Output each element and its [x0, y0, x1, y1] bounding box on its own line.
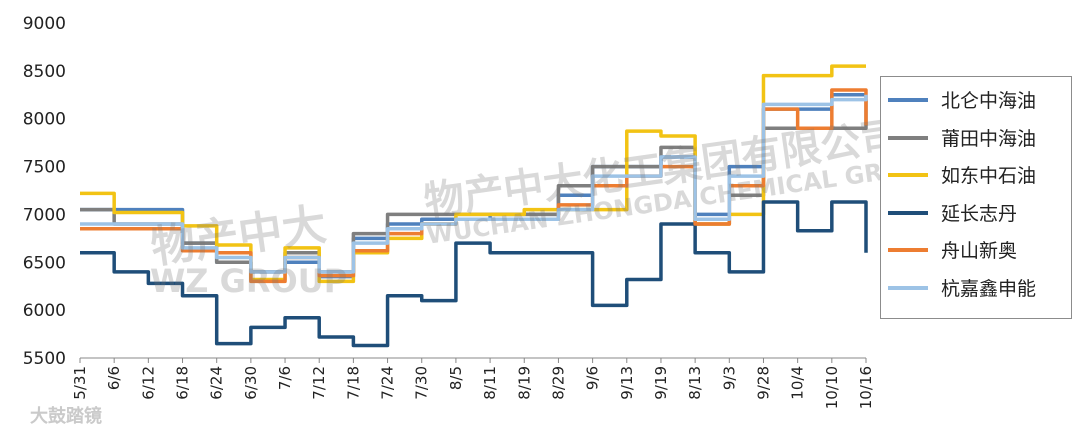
legend-item: 如东中石油 — [881, 161, 1071, 191]
y-tick-label: 6000 — [23, 301, 66, 321]
legend-item: 北仑中海油 — [881, 86, 1071, 116]
legend-swatch — [888, 135, 928, 140]
x-tick-label: 10/4 — [789, 366, 807, 400]
x-tick-label: 7/6 — [276, 366, 294, 390]
legend-label: 如东中石油 — [941, 165, 1037, 187]
legend-swatch — [888, 98, 928, 102]
legend-item: 延长志丹 — [881, 199, 1071, 229]
x-tick-label: 5/31 — [71, 366, 89, 400]
y-tick-label: 6500 — [23, 253, 66, 273]
y-tick-label: 8500 — [23, 62, 66, 82]
series-line — [80, 94, 868, 274]
x-tick-label: 8/29 — [549, 366, 567, 400]
x-tick-label: 9/3 — [720, 366, 738, 390]
x-tick-label: 7/12 — [310, 366, 328, 400]
legend-swatch — [888, 285, 928, 290]
x-tick-label: 9/13 — [618, 366, 636, 400]
x-tick-label: 8/5 — [447, 366, 465, 390]
legend-swatch — [888, 248, 928, 252]
series-line — [80, 88, 868, 284]
x-tick-label: 6/24 — [208, 366, 226, 400]
x-tick-label: 8/13 — [686, 366, 704, 400]
x-tick-label: 6/12 — [139, 366, 157, 400]
y-tick-label: 5500 — [23, 349, 66, 369]
x-tick-label: 9/19 — [652, 366, 670, 400]
x-tick-label: 7/18 — [344, 366, 362, 400]
legend-swatch — [888, 173, 928, 177]
y-tick-label: 9000 — [23, 14, 66, 34]
legend-label: 延长志丹 — [941, 202, 1018, 225]
legend-label: 北仑中海油 — [941, 90, 1037, 112]
legend-item: 杭嘉鑫申能 — [881, 274, 1071, 304]
x-tick-label: 8/19 — [515, 366, 533, 400]
x-tick-label: 8/11 — [481, 366, 499, 400]
x-tick-label: 9/28 — [754, 366, 772, 400]
y-axis-ticks: 5500 6000 6500 7000 7500 8000 8500 9000 — [23, 14, 66, 369]
x-tick-label: 7/24 — [379, 366, 397, 400]
legend-item: 舟山新奥 — [881, 236, 1071, 266]
x-tick-label: 9/6 — [584, 366, 602, 390]
series-line — [80, 200, 868, 348]
legend-swatch — [888, 210, 928, 215]
x-tick-label: 6/18 — [174, 366, 192, 400]
legend-label: 舟山新奥 — [941, 240, 1018, 262]
legend-label: 莆田中海油 — [941, 127, 1037, 150]
legend: 北仑中海油莆田中海油如东中石油延长志丹舟山新奥杭嘉鑫申能 — [880, 76, 1072, 319]
x-tick-label: 10/16 — [857, 366, 875, 409]
legend-item: 莆田中海油 — [881, 124, 1071, 154]
x-tick-label: 10/10 — [823, 366, 841, 409]
x-tick-label: 7/30 — [413, 366, 431, 400]
x-axis-ticks: 5/31 6/6 6/12 6/18 6/24 6/30 7/6 7/12 7/18 7/24 7/… — [71, 358, 875, 409]
y-tick-label: 7000 — [23, 205, 66, 225]
y-tick-label: 7500 — [23, 158, 66, 178]
x-tick-label: 6/6 — [105, 366, 123, 390]
legend-label: 杭嘉鑫申能 — [941, 277, 1037, 300]
y-tick-label: 8000 — [23, 110, 66, 130]
series-lines — [80, 64, 868, 348]
x-tick-label: 6/30 — [242, 366, 260, 400]
